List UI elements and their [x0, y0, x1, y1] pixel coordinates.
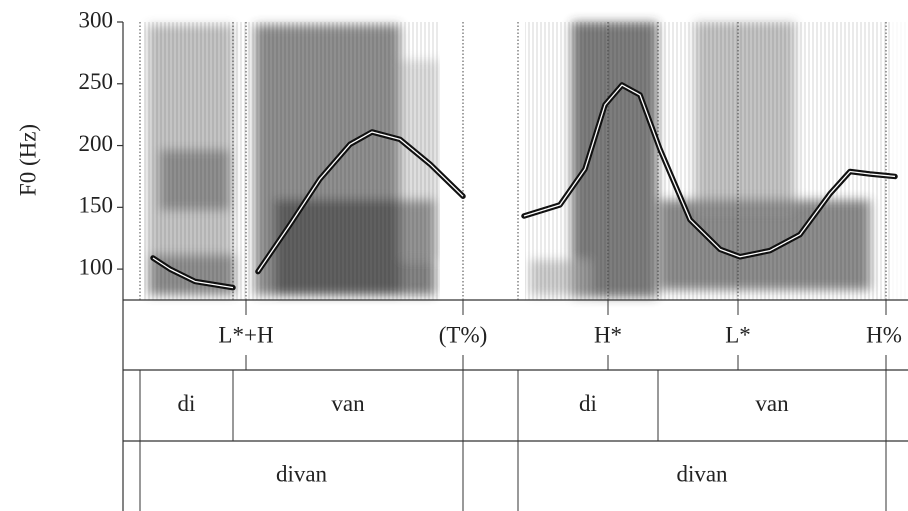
y-axis-label: F0 (Hz): [15, 124, 40, 196]
y-tick-label: 150: [79, 193, 114, 218]
tone-label: H%: [866, 322, 902, 347]
spectrogram: [124, 22, 908, 300]
interval-label: divan: [676, 461, 728, 486]
interval-label: divan: [276, 461, 328, 486]
contour-highlight: [152, 257, 234, 289]
contour-highlight: [523, 84, 896, 258]
interval-label: van: [755, 391, 789, 416]
tone-label: L*+H: [218, 322, 273, 347]
y-tick-label: 100: [79, 254, 114, 279]
y-tick-label: 250: [79, 69, 114, 94]
y-tick-label: 300: [79, 7, 114, 32]
interval-label: di: [579, 391, 597, 416]
tone-label: L*: [725, 322, 751, 347]
interval-label: van: [331, 391, 365, 416]
interval-label: di: [178, 391, 196, 416]
contour-highlight: [257, 131, 464, 272]
tone-label: H*: [594, 322, 622, 347]
tone-label: (T%): [439, 322, 488, 347]
y-tick-label: 200: [79, 131, 114, 156]
